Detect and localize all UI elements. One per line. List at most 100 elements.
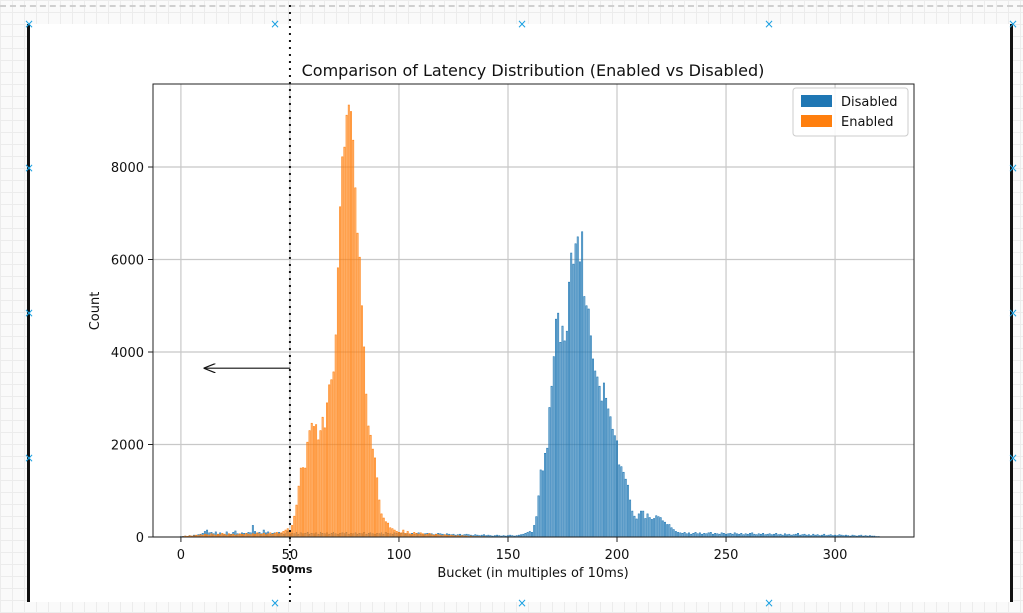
resize-handle-icon[interactable]: × <box>270 17 281 31</box>
bar-disabled <box>629 499 632 538</box>
y-axis: 0 2000 4000 6000 8000 <box>111 161 153 546</box>
bar-enabled <box>310 422 313 538</box>
resize-handle-icon[interactable]: × <box>1008 17 1019 31</box>
bar-enabled <box>334 334 337 538</box>
bar-disabled <box>633 515 636 538</box>
bar-disabled <box>544 452 547 538</box>
resize-handle-icon[interactable]: × <box>764 596 775 610</box>
bar-enabled <box>291 525 294 538</box>
resize-handle-icon[interactable]: × <box>24 451 35 465</box>
bar-enabled <box>302 467 304 538</box>
bar-disabled <box>616 440 618 538</box>
bar-disabled <box>683 532 686 538</box>
bar-disabled <box>714 533 717 538</box>
bar-disabled <box>576 236 579 538</box>
legend-swatch-enabled <box>801 115 832 127</box>
bar-disabled <box>555 318 557 538</box>
bar-disabled <box>559 341 562 538</box>
bar-enabled <box>413 532 416 538</box>
bar-disabled <box>722 533 725 538</box>
x-tick-label: 50 <box>282 548 299 563</box>
resize-handle-icon[interactable]: × <box>24 17 35 31</box>
bar-disabled <box>568 281 570 538</box>
bar-enabled <box>293 515 296 538</box>
bar-disabled <box>583 296 586 538</box>
bar-enabled <box>221 533 224 538</box>
bar-disabled <box>733 532 736 538</box>
bar-enabled <box>395 531 398 538</box>
bar-enabled <box>308 430 311 538</box>
bar-disabled <box>626 484 629 538</box>
bar-disabled <box>637 513 640 538</box>
bar-disabled <box>563 340 566 538</box>
bar-disabled <box>681 533 684 538</box>
bar-disabled <box>533 525 536 538</box>
bar-disabled <box>552 356 555 538</box>
y-tick-label: 0 <box>136 531 144 546</box>
y-tick-label: 4000 <box>111 346 144 361</box>
bar-enabled <box>297 485 300 538</box>
bar-enabled <box>371 448 374 538</box>
bar-disabled <box>618 464 621 538</box>
bar-disabled <box>594 370 597 538</box>
bar-disabled <box>528 531 531 538</box>
resize-handle-icon[interactable]: × <box>517 17 528 31</box>
bar-disabled <box>574 243 577 538</box>
resize-handle-icon[interactable]: × <box>270 596 281 610</box>
bar-enabled <box>317 439 320 538</box>
resize-handle-icon[interactable]: × <box>764 17 775 31</box>
bar-enabled <box>382 517 385 538</box>
bar-enabled <box>323 427 326 538</box>
bars <box>179 104 880 538</box>
resize-handle-icon[interactable]: × <box>24 161 35 175</box>
bar-enabled <box>393 529 396 538</box>
bar-enabled <box>350 111 352 538</box>
bar-enabled <box>282 531 285 538</box>
y-tick-label: 8000 <box>111 161 144 176</box>
bar-enabled <box>319 430 322 538</box>
bar-enabled <box>288 531 291 538</box>
bar-enabled <box>306 441 309 538</box>
bar-enabled <box>400 532 403 538</box>
bar-disabled <box>694 532 697 538</box>
bar-disabled <box>635 518 638 538</box>
bar-disabled <box>664 521 666 538</box>
x-tick-label: 200 <box>605 548 630 563</box>
x-tick-label: 150 <box>496 548 521 563</box>
bar-enabled <box>339 206 342 538</box>
bar-disabled <box>578 261 581 538</box>
bar-disabled <box>650 519 653 538</box>
bar-enabled <box>345 114 348 538</box>
plot-frame <box>152 83 915 538</box>
bar-enabled <box>273 533 276 538</box>
resize-handle-icon[interactable]: × <box>1008 161 1019 175</box>
bar-disabled <box>640 510 642 538</box>
bar-enabled <box>402 529 405 538</box>
bar-disabled <box>674 531 677 538</box>
resize-handle-icon[interactable]: × <box>1008 451 1019 465</box>
legend-label-disabled: Disabled <box>841 95 897 110</box>
resize-handle-icon[interactable]: × <box>517 596 528 610</box>
bar-disabled <box>624 478 627 538</box>
bar-enabled <box>374 457 376 538</box>
legend: Disabled Enabled <box>792 87 909 137</box>
x-tick-label: 250 <box>714 548 739 563</box>
resize-handle-icon[interactable]: × <box>24 306 35 320</box>
bar-enabled <box>367 425 370 538</box>
bar-disabled <box>561 325 564 538</box>
bar-enabled <box>380 513 383 538</box>
bar-enabled <box>404 533 407 538</box>
bar-enabled <box>363 346 366 538</box>
bar-enabled <box>286 528 289 538</box>
bar-disabled <box>797 533 799 538</box>
x-tick-label: 0 <box>177 548 185 563</box>
bar-disabled <box>524 533 527 538</box>
legend-label-enabled: Enabled <box>841 115 894 130</box>
bar-enabled <box>391 528 394 538</box>
bar-enabled <box>384 521 387 538</box>
resize-handle-icon[interactable]: × <box>1008 306 1019 320</box>
bar-enabled <box>354 187 357 538</box>
bar-disabled <box>622 471 625 538</box>
bar-enabled <box>299 467 302 538</box>
bar-disabled <box>589 335 592 538</box>
